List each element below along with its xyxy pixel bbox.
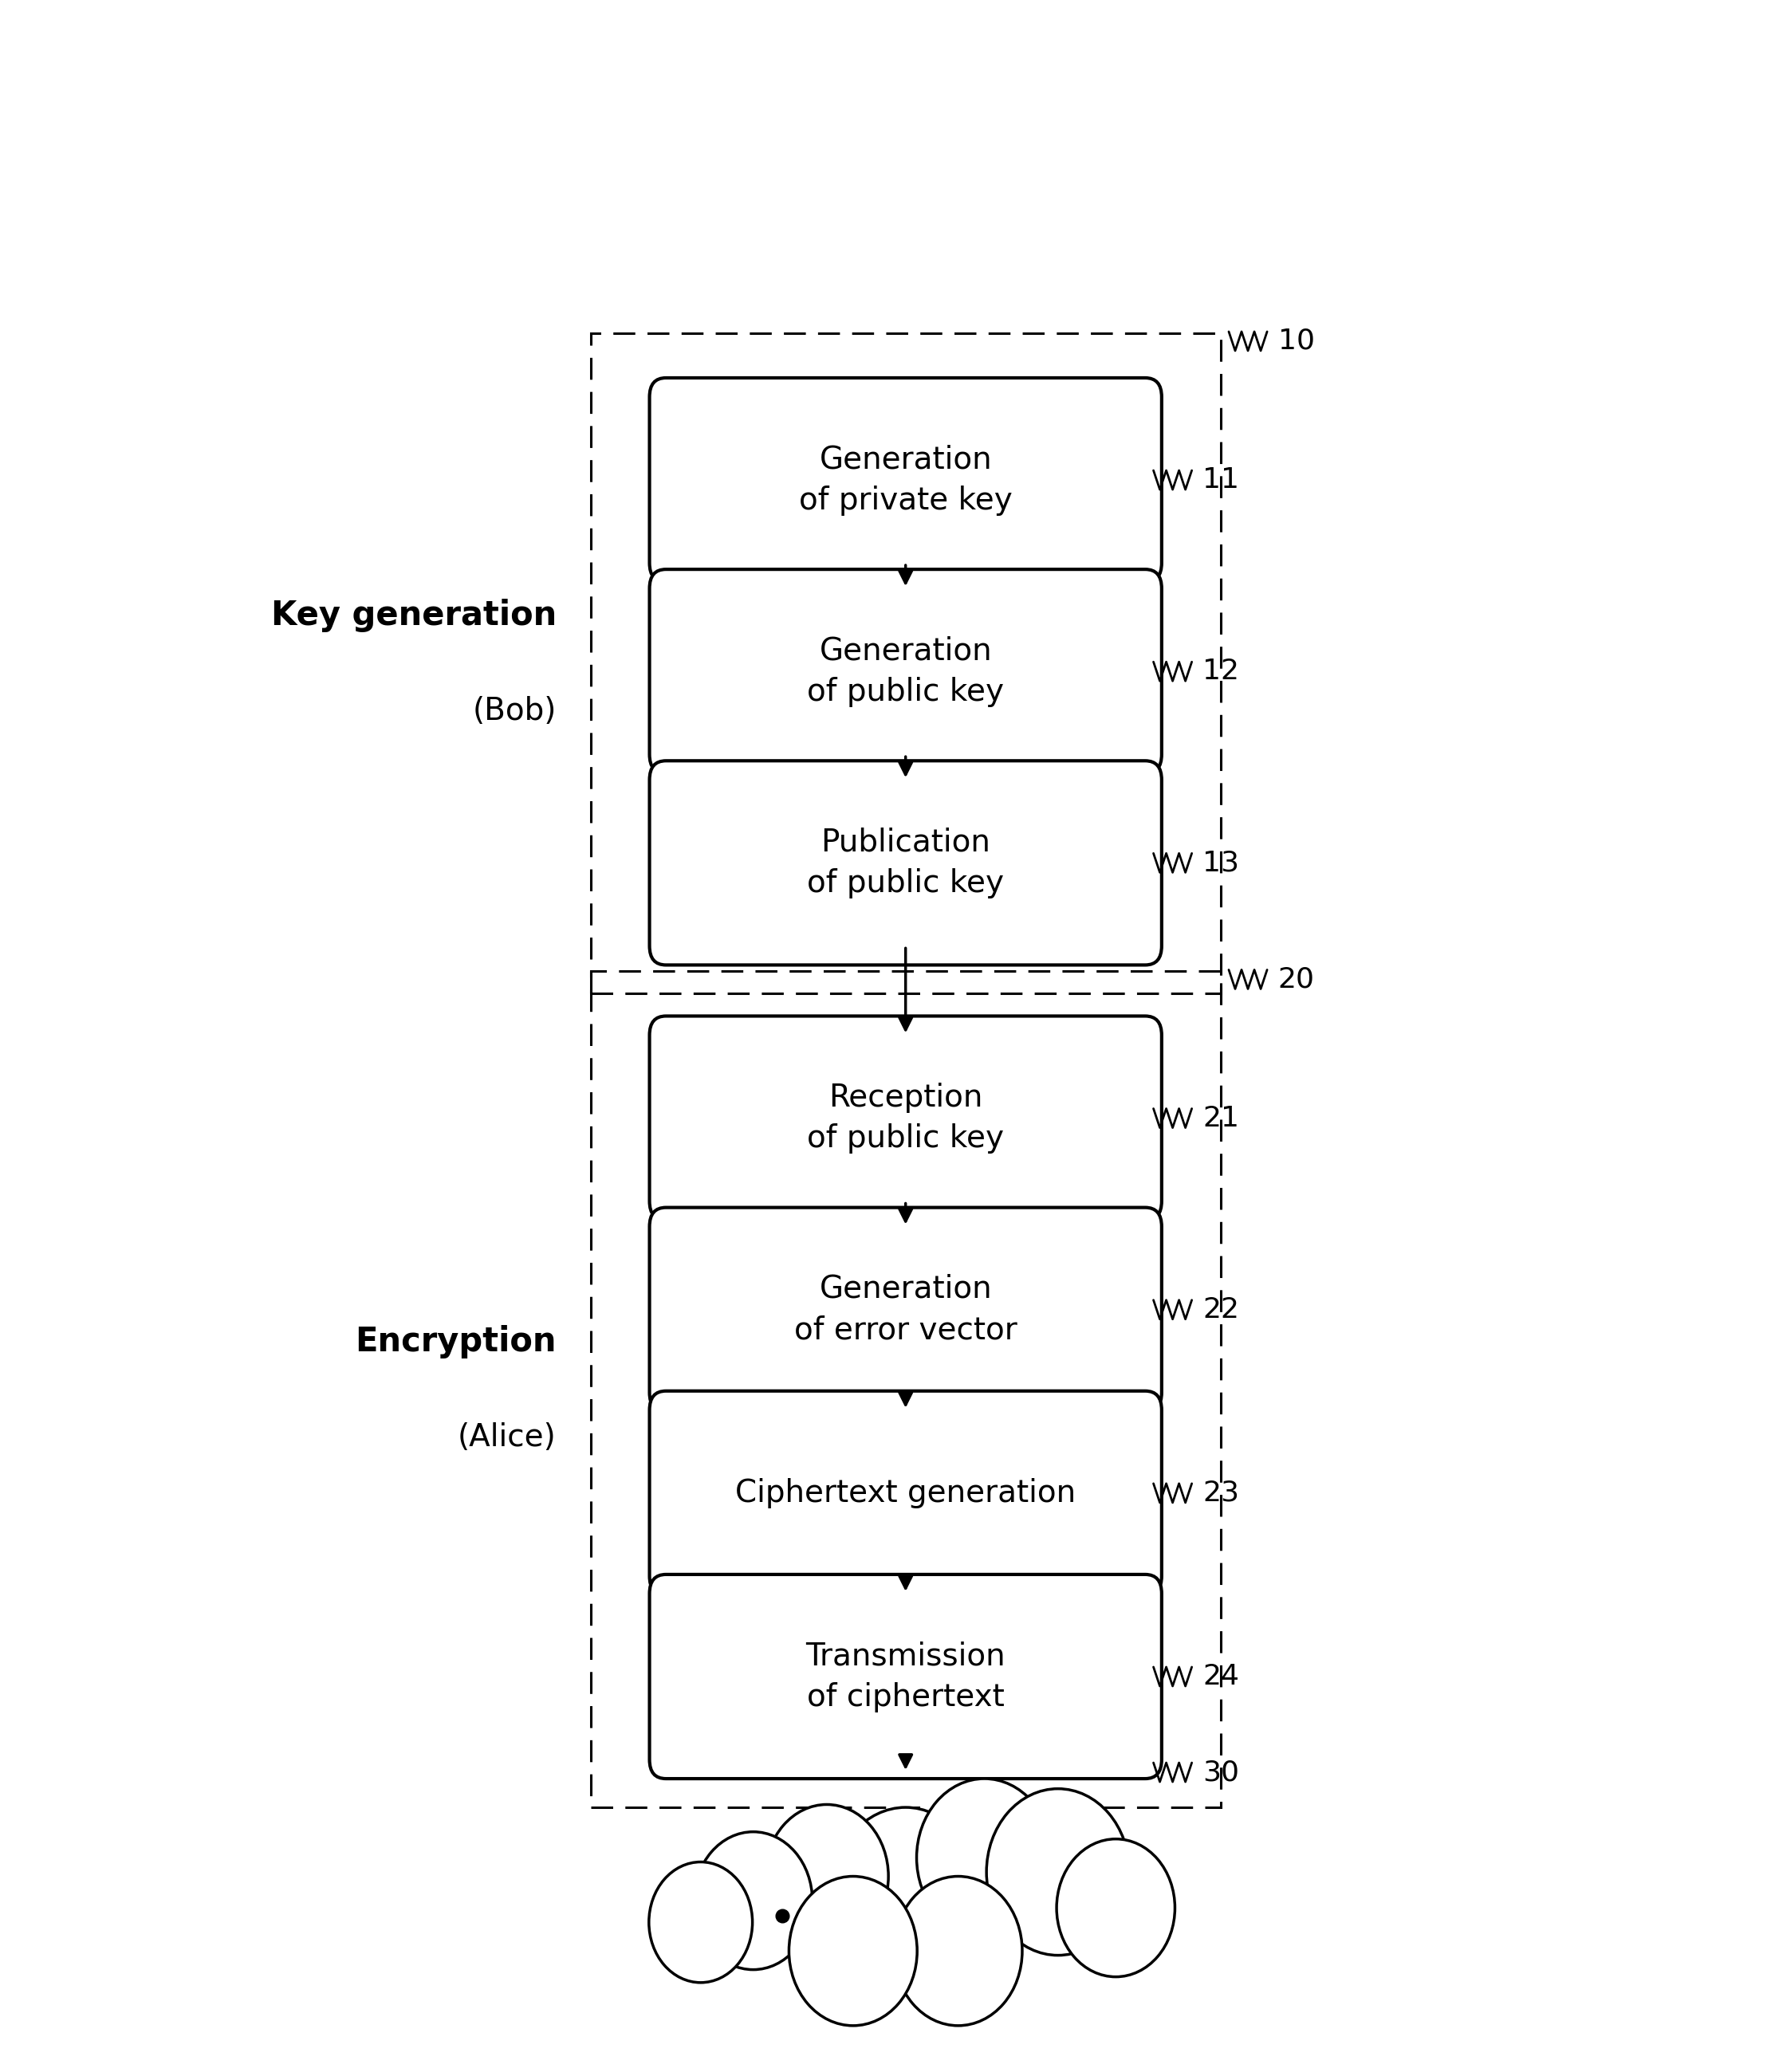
Text: 12: 12 bbox=[1203, 659, 1239, 686]
FancyBboxPatch shape bbox=[650, 1208, 1161, 1411]
FancyBboxPatch shape bbox=[650, 1015, 1161, 1220]
Circle shape bbox=[788, 1877, 917, 2026]
Circle shape bbox=[765, 1805, 889, 1948]
Circle shape bbox=[894, 1877, 1023, 2026]
Text: Encryption: Encryption bbox=[355, 1324, 557, 1359]
Circle shape bbox=[917, 1778, 1051, 1937]
Bar bbox=[590, 334, 1221, 995]
Text: Reception
of public key: Reception of public key bbox=[808, 1082, 1004, 1154]
Text: 30: 30 bbox=[1203, 1759, 1239, 1786]
Text: Generation
of private key: Generation of private key bbox=[799, 443, 1012, 516]
Text: (Bob): (Bob) bbox=[472, 696, 557, 727]
Text: Key generation: Key generation bbox=[270, 599, 557, 632]
FancyBboxPatch shape bbox=[650, 1575, 1161, 1778]
Text: (Alice): (Alice) bbox=[458, 1421, 557, 1452]
Bar bbox=[590, 972, 1221, 1807]
Text: 21: 21 bbox=[1203, 1104, 1239, 1131]
Circle shape bbox=[986, 1788, 1129, 1956]
Circle shape bbox=[694, 1832, 813, 1970]
Text: Generation
of error vector: Generation of error vector bbox=[793, 1274, 1018, 1345]
FancyBboxPatch shape bbox=[650, 1390, 1161, 1595]
Text: 23: 23 bbox=[1203, 1479, 1239, 1506]
Text: Ciphertext generation: Ciphertext generation bbox=[735, 1477, 1076, 1508]
FancyBboxPatch shape bbox=[650, 570, 1161, 773]
Text: Publication
of public key: Publication of public key bbox=[808, 827, 1004, 899]
Text: 13: 13 bbox=[1203, 850, 1239, 876]
Text: 22: 22 bbox=[1203, 1297, 1239, 1324]
Circle shape bbox=[1057, 1840, 1175, 1977]
Text: 10: 10 bbox=[1278, 327, 1315, 354]
Text: Generation
of public key: Generation of public key bbox=[808, 636, 1004, 707]
Text: 11: 11 bbox=[1203, 466, 1239, 493]
Circle shape bbox=[648, 1863, 753, 1983]
Text: 20: 20 bbox=[1278, 966, 1315, 992]
Circle shape bbox=[832, 1807, 979, 1979]
FancyBboxPatch shape bbox=[650, 760, 1161, 966]
Text: Transmission
of ciphertext: Transmission of ciphertext bbox=[806, 1641, 1005, 1711]
FancyBboxPatch shape bbox=[650, 377, 1161, 582]
Text: 24: 24 bbox=[1203, 1664, 1239, 1691]
